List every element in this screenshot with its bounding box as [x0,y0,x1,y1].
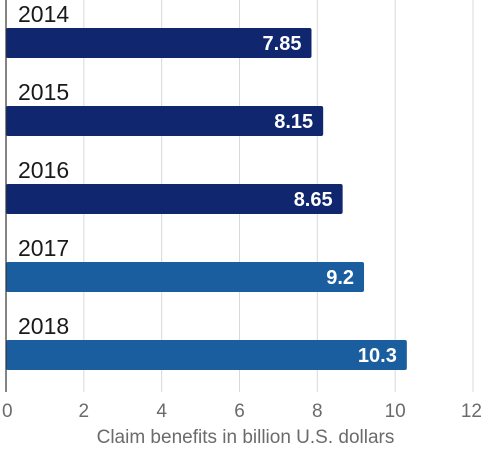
category-label: 2016 [18,157,69,183]
bar-2015 [6,106,324,136]
value-label: 8.65 [294,189,333,211]
bar-2017 [6,262,365,292]
category-label: 2017 [18,235,69,261]
category-label: 2014 [18,1,69,27]
value-label: 10.3 [358,345,397,367]
value-labels: 7.85 8.15 8.65 9.2 10.3 [263,33,397,367]
value-label: 8.15 [274,111,313,133]
x-tick-label: 4 [156,401,167,422]
x-tick-label: 2 [79,401,90,422]
value-label: 9.2 [326,267,354,289]
category-labels: 2014 2015 2016 2017 2018 [18,1,69,339]
bar-2016 [6,184,343,214]
x-tick-label: 8 [312,401,323,422]
x-tick-label: 10 [385,401,406,422]
x-tick-label: 0 [2,401,13,422]
value-label: 7.85 [263,33,302,55]
x-tick-label: 12 [461,401,482,422]
x-axis-title: Claim benefits in billion U.S. dollars [97,427,395,448]
category-label: 2018 [18,313,69,339]
category-label: 2015 [18,79,69,105]
x-tick-label: 6 [234,401,245,422]
bar-2014 [6,28,312,58]
x-tick-labels: 0 2 4 6 8 10 12 [2,401,482,422]
bar-2018 [6,340,407,370]
bars [6,28,407,370]
